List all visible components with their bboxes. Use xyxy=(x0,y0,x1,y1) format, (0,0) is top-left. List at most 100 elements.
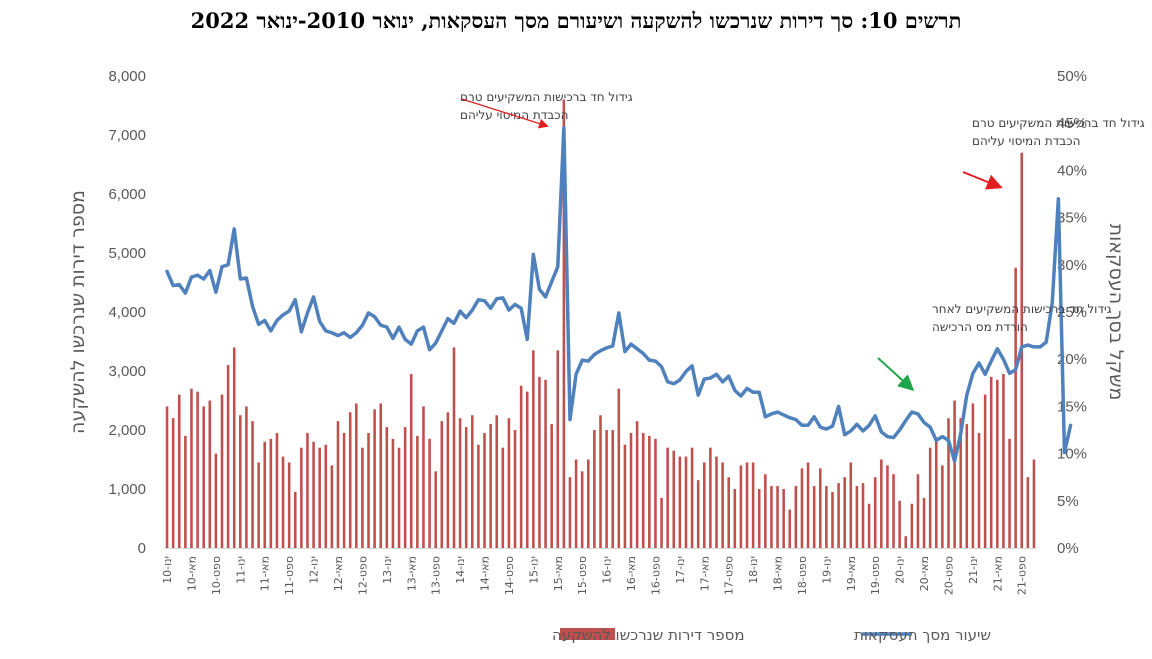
bar-115 xyxy=(867,503,871,548)
bar-57 xyxy=(513,430,517,548)
bar-21 xyxy=(293,491,297,548)
annotation-1-arrow xyxy=(461,98,549,129)
bar-134 xyxy=(983,394,987,548)
bar-79 xyxy=(648,435,651,548)
bar-93 xyxy=(733,489,737,548)
bar-38 xyxy=(397,447,401,548)
bar-102 xyxy=(788,509,792,548)
bar-107 xyxy=(818,468,822,548)
right-tick-label: 45% xyxy=(1057,115,1087,132)
bar-114 xyxy=(861,483,865,548)
bar-33 xyxy=(367,432,370,548)
bar-105 xyxy=(806,462,810,548)
annotation-3-line-1: גידול חד ברכישות המשקיעים לאחר xyxy=(932,302,1112,316)
bar-23 xyxy=(306,432,309,548)
right-tick-label: 0% xyxy=(1057,540,1079,557)
annotation-3-arrow xyxy=(877,357,915,392)
bar-96 xyxy=(751,462,755,548)
bar-3 xyxy=(184,435,187,548)
x-tick-label: ספט-17 xyxy=(723,556,736,595)
x-tick-label: ינו-10 xyxy=(161,556,174,584)
annotation-3-line-2: הורדת מס הרכישה xyxy=(932,320,1028,334)
bar-26 xyxy=(324,444,328,548)
legend-bar-swatch xyxy=(560,628,615,640)
bar-18 xyxy=(275,432,279,548)
x-tick-label: ינו-19 xyxy=(820,556,833,584)
bar-131 xyxy=(965,424,969,548)
bar-78 xyxy=(641,432,645,548)
x-tick-label: ספט-16 xyxy=(649,556,662,595)
bar-16 xyxy=(263,441,267,548)
bar-83 xyxy=(672,450,676,548)
x-tick-label: מאי-10 xyxy=(185,556,198,591)
bar-118 xyxy=(886,465,889,548)
x-tick-label: ינו-18 xyxy=(747,556,760,584)
x-tick-label: ינו-11 xyxy=(234,556,247,584)
bar-94 xyxy=(739,465,743,548)
bar-84 xyxy=(678,456,682,548)
x-tick-label: מאי-15 xyxy=(552,556,565,591)
bar-22 xyxy=(300,447,303,548)
bar-4 xyxy=(190,388,193,548)
annotation-2-line-2: הכבדת המיסוי עליהם xyxy=(972,134,1080,148)
bar-68 xyxy=(580,471,584,548)
bar-117 xyxy=(880,459,883,548)
bar-35 xyxy=(379,403,382,548)
x-tick-label: מאי-21 xyxy=(991,556,1004,591)
bar-141 xyxy=(1026,477,1030,548)
bar-128 xyxy=(947,418,950,548)
x-tick-label: ינו-15 xyxy=(527,556,540,584)
x-tick-label: ספט-21 xyxy=(1016,556,1029,595)
bar-45 xyxy=(440,421,444,548)
x-tick-label: מאי-11 xyxy=(259,556,272,591)
right-tick-label: 20% xyxy=(1057,351,1087,368)
bar-52 xyxy=(483,432,486,548)
left-tick-label: 5,000 xyxy=(108,245,146,262)
left-tick-label: 7,000 xyxy=(108,127,146,144)
bar-59 xyxy=(525,391,529,548)
bar-133 xyxy=(977,432,981,548)
bar-130 xyxy=(959,418,962,548)
bar-series-investor-purchases xyxy=(165,99,1036,548)
legend: מספר דירות שנרכשו להשקעה שיעור מסך העסקא… xyxy=(552,626,991,644)
bar-8 xyxy=(214,453,218,548)
bar-51 xyxy=(477,444,480,548)
bar-71 xyxy=(599,415,602,548)
x-tick-label: מאי-14 xyxy=(479,556,492,591)
bar-138 xyxy=(1008,438,1011,548)
bar-135 xyxy=(989,376,993,548)
x-tick-label: מאי-19 xyxy=(845,556,858,591)
right-tick-label: 50% xyxy=(1057,68,1087,85)
annotation-1-line-1: גידול חד ברכישות המשקיעים טרם xyxy=(460,90,633,104)
bar-137 xyxy=(1002,373,1005,548)
x-tick-label: ינו-17 xyxy=(674,556,687,584)
bar-28 xyxy=(336,421,340,548)
bar-10 xyxy=(226,365,230,548)
bar-97 xyxy=(757,489,761,548)
bar-43 xyxy=(428,438,431,548)
bar-37 xyxy=(391,438,395,548)
bar-30 xyxy=(348,412,352,548)
bar-80 xyxy=(654,438,657,548)
bar-136 xyxy=(996,379,999,548)
line-series-share-of-transactions xyxy=(165,126,1073,463)
bar-106 xyxy=(812,486,816,548)
left-tick-label: 0 xyxy=(138,540,146,557)
bar-25 xyxy=(318,447,321,548)
bar-39 xyxy=(403,427,407,548)
bar-126 xyxy=(934,441,938,548)
right-tick-label: 40% xyxy=(1057,162,1087,179)
left-tick-label: 4,000 xyxy=(108,304,146,321)
x-tick-label: מאי-12 xyxy=(332,556,345,591)
x-tick-label: ספט-18 xyxy=(796,556,809,595)
bar-55 xyxy=(501,447,505,548)
bar-44 xyxy=(434,471,437,548)
right-axis-title: משקל בסך העסקאות xyxy=(1105,224,1127,401)
bar-15 xyxy=(257,462,260,548)
bar-122 xyxy=(910,503,914,548)
x-tick-label: ינו-20 xyxy=(894,556,907,584)
x-axis-ticks: ינו-10 מאי-10 ספט-10 ינו-11 מאי-11 ספט-11 ינו-… xyxy=(161,556,1029,595)
left-tick-label: 1,000 xyxy=(108,481,146,498)
bar-63 xyxy=(550,424,553,548)
bar-85 xyxy=(684,456,688,548)
